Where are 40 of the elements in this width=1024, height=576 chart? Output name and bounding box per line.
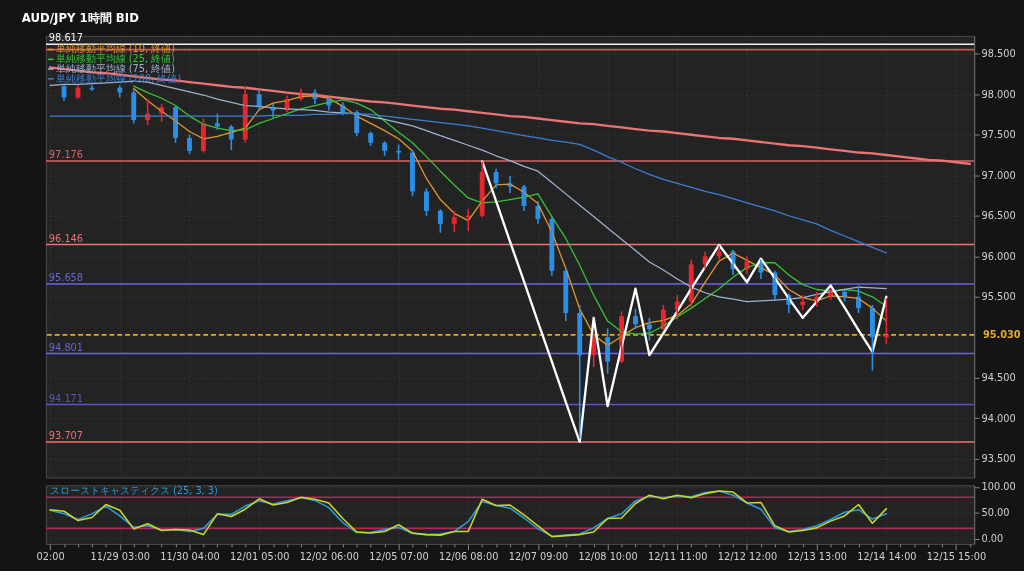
x-tick-label: 11/30 04:00: [160, 551, 220, 563]
y-tick-label: 95.500: [981, 291, 1016, 303]
x-tick-label: 12/07 09:00: [508, 551, 569, 563]
y-tick-label: 97.000: [981, 169, 1016, 181]
y-tick-label: 98.000: [981, 88, 1016, 100]
ref-line-label: 95.658: [48, 272, 84, 284]
x-tick-label: 02:00: [36, 551, 65, 563]
x-tick-label: 11/29 03:00: [90, 551, 150, 563]
x-tick-label: 12/15 15:00: [926, 551, 987, 563]
legend-label: 単純移動平均線 (25, 終値): [55, 53, 176, 65]
y-tick-label: 93.500: [981, 453, 1016, 465]
x-tick-label: 12/06 08:00: [439, 551, 499, 563]
chart-title: スローストキャスティクス (25, 3, 3): [49, 485, 218, 497]
y-tick-label: 100.00: [981, 481, 1016, 493]
ref-line-label: 95.030: [982, 328, 1021, 340]
y-tick-label: 50.00: [981, 507, 1010, 519]
y-tick-label: 94.000: [981, 412, 1016, 424]
ref-line-label: 96.146: [48, 232, 84, 244]
chart-title: AUD/JPY 1時間 BID: [21, 11, 140, 26]
y-tick-label: 96.500: [981, 210, 1016, 222]
x-tick-label: 12/05 07:00: [369, 551, 429, 563]
y-tick-label: 0.00: [981, 533, 1004, 545]
y-tick-label: 98.500: [981, 48, 1016, 60]
ref-line-label: 93.707: [48, 430, 84, 442]
x-tick-label: 12/01 05:00: [229, 551, 290, 563]
ref-line-label: 94.801: [48, 341, 84, 353]
x-tick-label: 12/12 12:00: [717, 551, 778, 563]
x-tick-label: 12/11 11:00: [648, 551, 708, 563]
ref-line-label: 94.171: [48, 392, 84, 404]
line-series: [480, 160, 888, 444]
y-tick-label: 96.000: [981, 250, 1016, 262]
line-series: [48, 66, 972, 166]
x-tick-label: 12/02 06:00: [299, 551, 360, 563]
y-tick-label: 94.500: [981, 372, 1016, 384]
ref-line-label: 98.617: [48, 32, 84, 44]
ref-line-label: 97.176: [48, 149, 84, 161]
x-tick-label: 12/14 14:00: [857, 551, 917, 563]
y-tick-label: 97.500: [981, 129, 1016, 141]
x-tick-label: 12/08 10:00: [578, 551, 638, 563]
x-tick-label: 12/13 13:00: [787, 551, 847, 563]
